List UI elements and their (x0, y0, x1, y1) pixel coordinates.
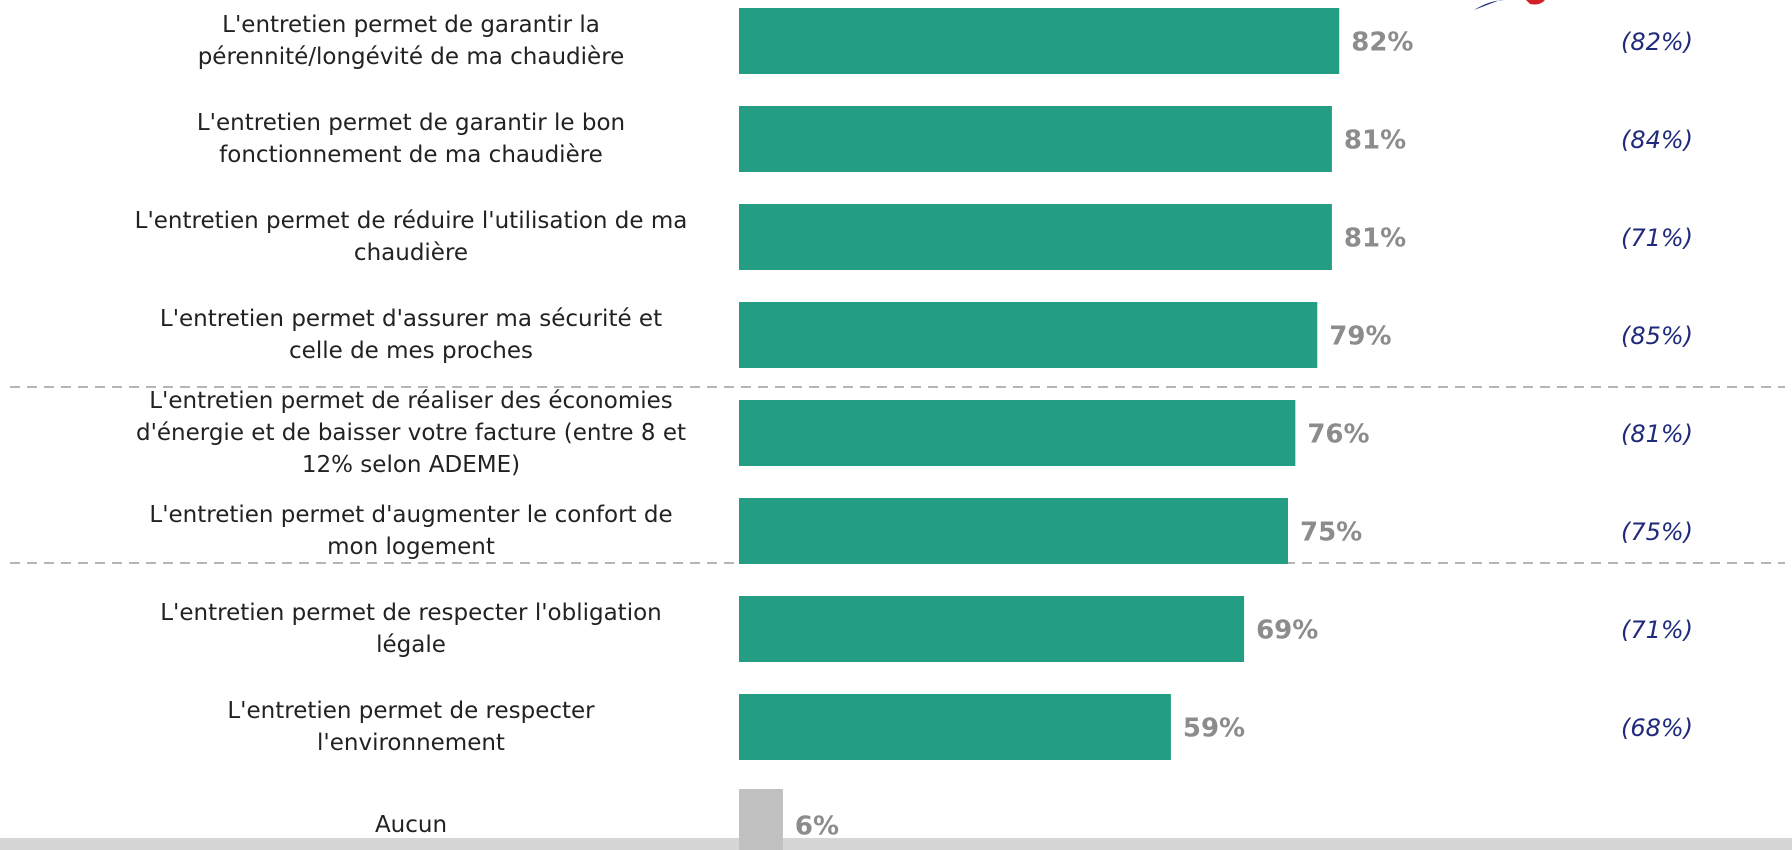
category-label: L'entretien permet de réaliser des écono… (135, 388, 686, 478)
value-label: 6% (795, 812, 839, 842)
comparison-label: (84%) (1621, 126, 1693, 154)
value-label: 79% (1329, 322, 1391, 352)
category-label: L'entretien permet de garantir la pérenn… (197, 12, 625, 70)
comparison-label: (68%) (1621, 714, 1693, 742)
bar (739, 400, 1296, 466)
bar (739, 106, 1332, 172)
value-label: 81% (1344, 126, 1406, 156)
bar (739, 204, 1332, 270)
bar (739, 789, 783, 850)
value-label: 81% (1344, 224, 1406, 254)
value-label: 76% (1307, 420, 1369, 450)
value-label: 75% (1300, 518, 1362, 548)
category-label: L'entretien permet d'augmenter le confor… (149, 502, 673, 560)
bar (739, 302, 1318, 368)
comparison-label: (82%) (1621, 28, 1693, 56)
category-label: L'entretien permet de respecter l'enviro… (227, 698, 595, 756)
logo (1526, 0, 1545, 5)
value-label: 59% (1183, 714, 1245, 744)
category-label: L'entretien permet de garantir le bon fo… (196, 110, 626, 168)
comparison-label: (71%) (1621, 224, 1693, 252)
comparison-label: (75%) (1621, 518, 1693, 546)
value-label: 69% (1256, 616, 1318, 646)
bar (739, 8, 1340, 74)
category-label: L'entretien permet de respecter l'obliga… (160, 600, 662, 658)
bar (739, 596, 1245, 662)
comparison-label: (85%) (1621, 322, 1693, 350)
logo (1474, 0, 1506, 10)
footer-strip (0, 838, 1792, 850)
category-label: L'entretien permet d'assurer ma sécurité… (159, 306, 663, 364)
category-label: L'entretien permet de réduire l'utilisat… (134, 208, 688, 266)
comparison-label: (81%) (1621, 420, 1693, 448)
category-label: Aucun (374, 812, 448, 838)
value-label: 82% (1351, 28, 1413, 58)
bar (739, 694, 1171, 760)
bar (739, 498, 1288, 564)
comparison-label: (71%) (1621, 616, 1693, 644)
